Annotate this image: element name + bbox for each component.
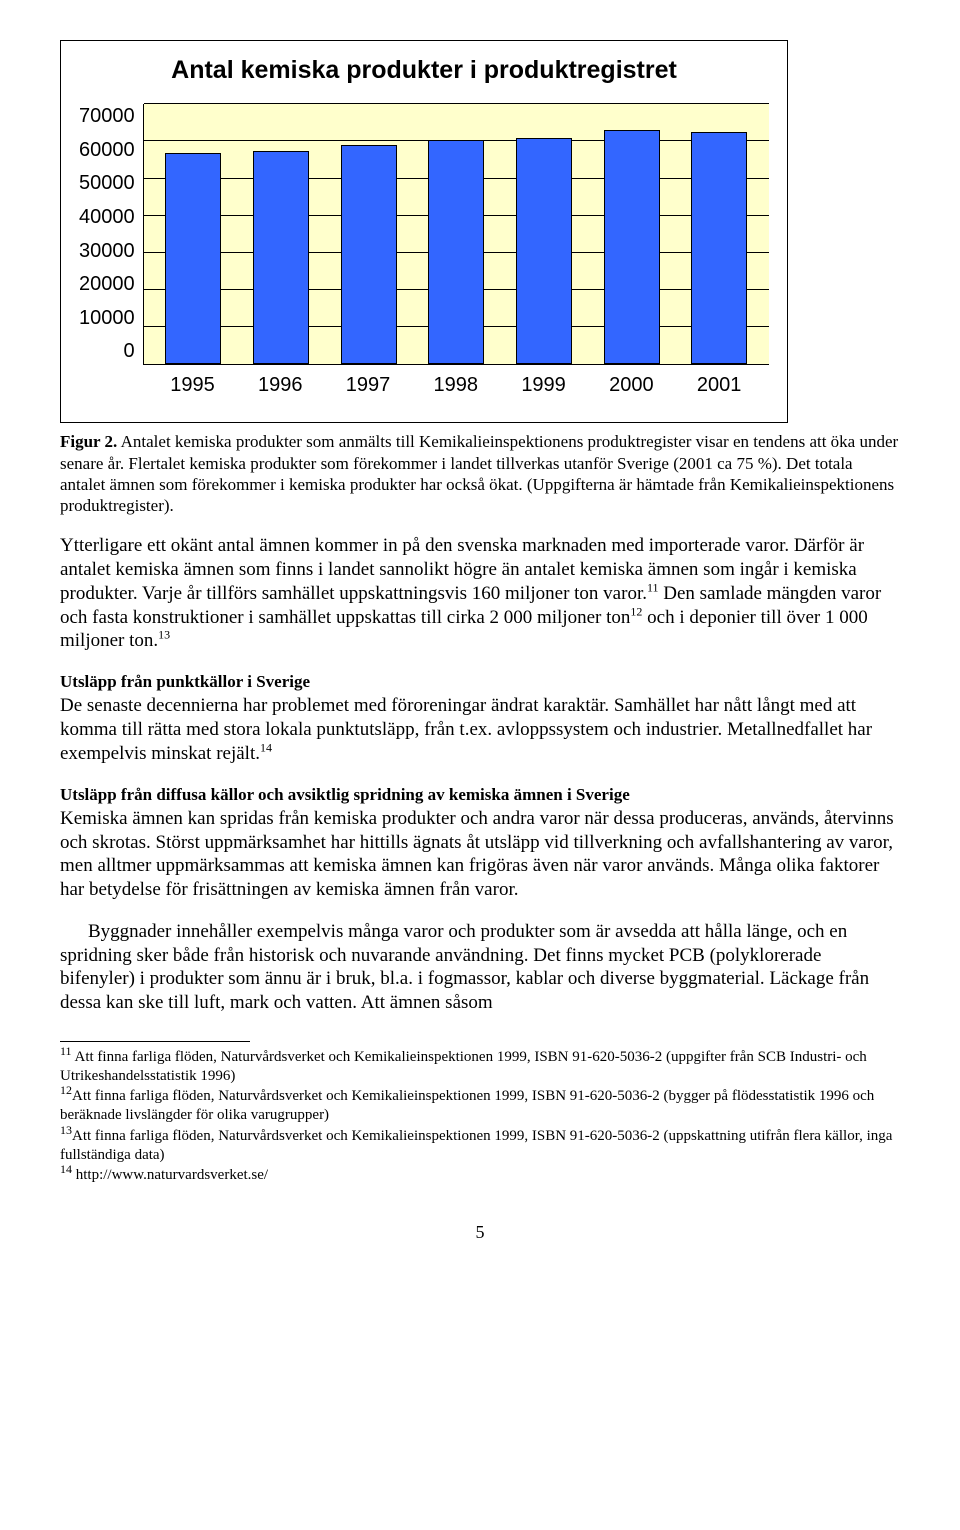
- x-tick: 1998: [428, 373, 484, 398]
- x-axis: 1995 1996 1997 1998 1999 2000 2001: [143, 365, 769, 398]
- y-tick: 60000: [79, 138, 135, 163]
- page-number: 5: [60, 1221, 900, 1244]
- x-tick: 1997: [340, 373, 396, 398]
- footnote-ref-12: 12: [630, 604, 642, 618]
- bar: [165, 153, 221, 365]
- bar: [428, 140, 484, 365]
- x-tick: 1995: [165, 373, 221, 398]
- y-tick: 20000: [79, 272, 135, 297]
- chart-container: Antal kemiska produkter i produktregistr…: [60, 40, 788, 423]
- footnote-ref-11: 11: [647, 580, 659, 594]
- x-tick: 2001: [691, 373, 747, 398]
- footnotes: 11 Att finna farliga flöden, Naturvårdsv…: [60, 1048, 900, 1185]
- plot-wrap: 1995 1996 1997 1998 1999 2000 2001: [143, 104, 769, 398]
- paragraph-4: Byggnader innehåller exempelvis många va…: [60, 920, 900, 1015]
- chart-body: 70000 60000 50000 40000 30000 20000 10000 0 199…: [79, 104, 769, 398]
- paragraph-3: Kemiska ämnen kan spridas från kemiska p…: [60, 807, 900, 902]
- bar: [604, 130, 660, 364]
- figure-caption: Figur 2. Antalet kemiska produkter som a…: [60, 431, 900, 516]
- bar: [253, 151, 309, 365]
- footnote-13: 13Att finna farliga flöden, Naturvårdsve…: [60, 1127, 900, 1165]
- y-tick: 50000: [79, 171, 135, 196]
- caption-text: Antalet kemiska produkter som anmälts ti…: [60, 432, 898, 515]
- y-tick: 40000: [79, 205, 135, 230]
- footnote-ref-14: 14: [260, 740, 272, 754]
- x-tick: 2000: [603, 373, 659, 398]
- paragraph-1: Ytterligare ett okänt antal ämnen kommer…: [60, 534, 900, 653]
- footnote-separator: [60, 1041, 250, 1042]
- bar: [516, 138, 572, 365]
- caption-label: Figur 2.: [60, 432, 117, 451]
- bar: [691, 132, 747, 364]
- y-tick: 70000: [79, 104, 135, 129]
- bar: [341, 145, 397, 364]
- footnote-14: 14 http://www.naturvardsverket.se/: [60, 1166, 900, 1185]
- x-tick: 1999: [516, 373, 572, 398]
- y-tick: 10000: [79, 306, 135, 331]
- y-axis: 70000 60000 50000 40000 30000 20000 10000 0: [79, 104, 143, 364]
- subheading-2: Utsläpp från diffusa källor och avsiktli…: [60, 784, 900, 805]
- subheading-1: Utsläpp från punktkällor i Sverige: [60, 671, 900, 692]
- y-tick: 30000: [79, 239, 135, 264]
- x-tick: 1996: [252, 373, 308, 398]
- footnote-11: 11 Att finna farliga flöden, Naturvårdsv…: [60, 1048, 900, 1086]
- footnote-12: 12Att finna farliga flöden, Naturvårdsve…: [60, 1087, 900, 1125]
- paragraph-2: De senaste decennierna har problemet med…: [60, 694, 900, 765]
- plot-area: [143, 104, 769, 365]
- gridline: [144, 103, 769, 104]
- chart-title: Antal kemiska produkter i produktregistr…: [79, 55, 769, 86]
- y-tick: 0: [124, 339, 135, 364]
- footnote-ref-13: 13: [158, 628, 170, 642]
